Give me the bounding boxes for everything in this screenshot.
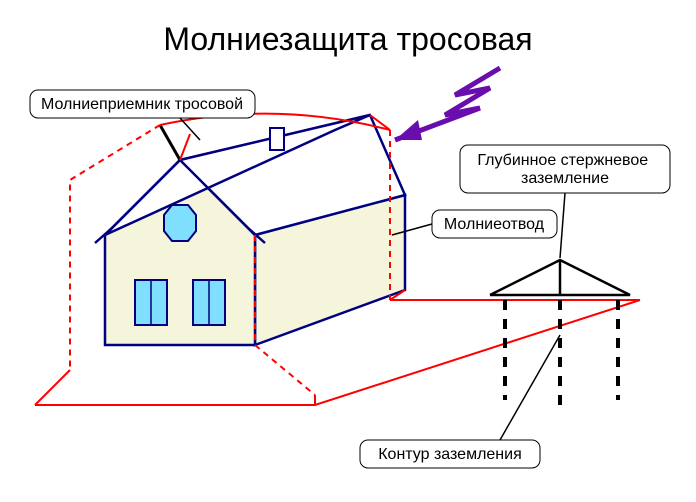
label-ground-loop: Контур заземления — [360, 335, 560, 468]
svg-text:Молниеотвод: Молниеотвод — [444, 216, 545, 233]
svg-text:Молниеприемник тросовой: Молниеприемник тросовой — [41, 96, 243, 113]
house — [95, 115, 405, 345]
svg-text:Контур заземления: Контур заземления — [378, 446, 522, 463]
lightning-icon — [395, 68, 500, 140]
page-title: Молниезащита тросовая — [163, 21, 532, 57]
diagram-canvas: Молниезащита тросовая — [0, 0, 696, 502]
label-down-conductor: Молниеотвод — [392, 210, 557, 238]
label-receiver: Молниеприемник тросовой — [30, 90, 255, 140]
label-deep-ground: Глубинное стержневое заземление — [460, 145, 670, 258]
